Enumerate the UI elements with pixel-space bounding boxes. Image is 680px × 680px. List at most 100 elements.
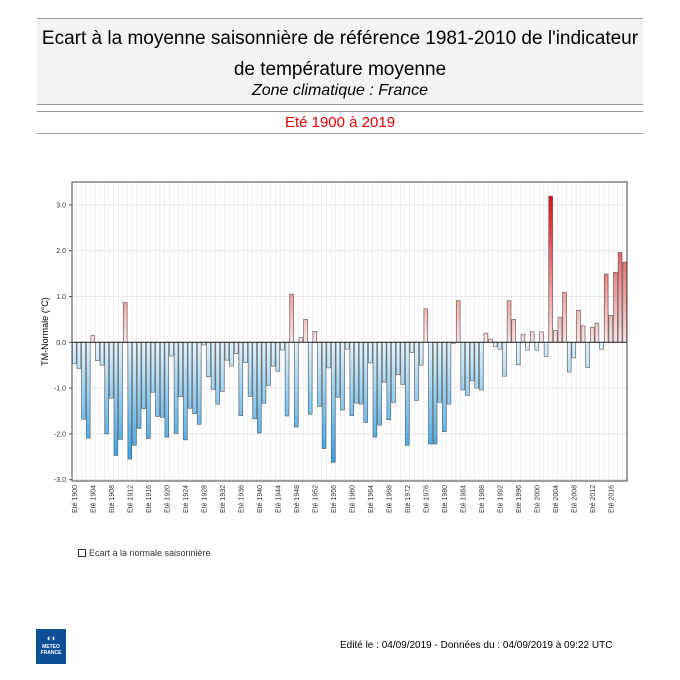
bar <box>183 341 188 441</box>
bar <box>585 341 590 368</box>
bar <box>298 337 304 343</box>
bar <box>594 322 600 343</box>
bar <box>159 341 165 418</box>
bar <box>317 341 322 407</box>
x-tick-label: Eté 1912 <box>127 485 134 513</box>
bar <box>113 341 119 456</box>
x-tick-label: Eté 2012 <box>590 485 597 513</box>
bar <box>122 302 128 343</box>
bar <box>95 341 100 361</box>
bar <box>90 335 96 343</box>
x-tick-label: Eté 1936 <box>238 485 245 513</box>
x-tick-label: Eté 1932 <box>220 485 227 513</box>
bar <box>557 316 563 343</box>
bar <box>358 341 364 405</box>
zone-label: Zone climatique : France <box>251 82 429 99</box>
x-tick-label: Eté 1900 <box>72 485 79 513</box>
legend-label: Ecart à la normale saisonnière <box>89 548 211 558</box>
bar <box>178 341 183 398</box>
bar <box>386 341 392 421</box>
logo-text-2: FRANCE <box>40 650 62 656</box>
logo-icon: ◖◗ <box>45 633 57 643</box>
bar <box>206 341 211 377</box>
bar <box>414 341 419 401</box>
bar <box>349 341 355 416</box>
bar <box>520 334 526 343</box>
x-tick-label: Eté 1992 <box>497 485 504 513</box>
bar <box>238 341 244 416</box>
bar <box>215 341 220 405</box>
bar <box>474 341 479 389</box>
logo-text-1: METEO <box>42 644 60 650</box>
bar <box>539 331 544 343</box>
bar <box>613 271 618 343</box>
bar <box>405 341 410 446</box>
chart-header: Ecart à la moyenne saisonnière de référe… <box>37 18 643 105</box>
chart-title-line2: de température moyenne <box>233 59 447 80</box>
bar <box>326 341 331 369</box>
y-tick-label: 1.0 <box>56 294 66 301</box>
x-tick-label: Eté 1924 <box>183 485 190 513</box>
bar <box>391 341 396 403</box>
bar <box>479 341 484 391</box>
bar <box>150 341 156 393</box>
bar <box>187 341 193 409</box>
x-tick-label: Eté 1908 <box>109 485 116 513</box>
bar <box>617 252 623 343</box>
bar <box>368 341 373 364</box>
bar <box>173 341 179 434</box>
y-axis-label: TM-Normale (°C) <box>40 297 50 366</box>
bar <box>465 341 470 396</box>
bar <box>469 341 475 382</box>
bar <box>566 341 572 373</box>
bar <box>381 341 387 383</box>
bar <box>261 341 267 404</box>
edition-info: Edité le : 04/09/2019 - Données du : 04/… <box>340 640 613 651</box>
chart-subtitle: Eté 1900 à 2019 <box>37 111 643 134</box>
bar <box>553 330 558 343</box>
x-tick-label: Eté 2008 <box>571 485 578 513</box>
bar <box>400 341 405 385</box>
bar <box>432 341 438 445</box>
bar <box>85 341 91 439</box>
bar <box>127 341 133 460</box>
bar <box>155 341 160 417</box>
bar <box>580 325 586 343</box>
bar <box>247 341 253 397</box>
bar <box>363 341 368 423</box>
bar <box>192 341 197 415</box>
chart-title-line1: Ecart à la moyenne saisonnière de référe… <box>41 28 639 49</box>
bar <box>141 341 146 410</box>
bar <box>312 331 318 343</box>
bar <box>483 332 489 343</box>
bar <box>603 273 609 343</box>
x-tick-label: Eté 1956 <box>331 485 338 513</box>
bar <box>257 341 262 434</box>
x-tick-label: Eté 1996 <box>516 485 523 513</box>
bar <box>543 341 549 357</box>
bar <box>289 293 294 343</box>
legend-swatch <box>78 549 86 557</box>
bar <box>146 341 151 439</box>
bar <box>132 341 137 446</box>
bar <box>99 341 105 366</box>
x-tick-label: Eté 2016 <box>608 485 615 513</box>
bar <box>340 341 345 411</box>
bar <box>423 308 429 343</box>
bar <box>331 341 336 463</box>
bar <box>104 341 109 435</box>
bar <box>270 341 276 367</box>
bar <box>220 341 225 392</box>
bar <box>608 314 614 343</box>
bar <box>395 341 401 376</box>
bar <box>169 341 174 357</box>
y-tick-label: 3.0 <box>56 202 66 209</box>
bar <box>548 195 553 343</box>
x-tick-label: Eté 1940 <box>257 485 264 513</box>
bar <box>622 261 627 343</box>
bar <box>418 341 424 366</box>
x-tick-label: Eté 2000 <box>534 485 541 513</box>
x-tick-label: Eté 1984 <box>460 485 467 513</box>
meteo-france-logo: ◖◗ METEO FRANCE <box>36 629 66 664</box>
